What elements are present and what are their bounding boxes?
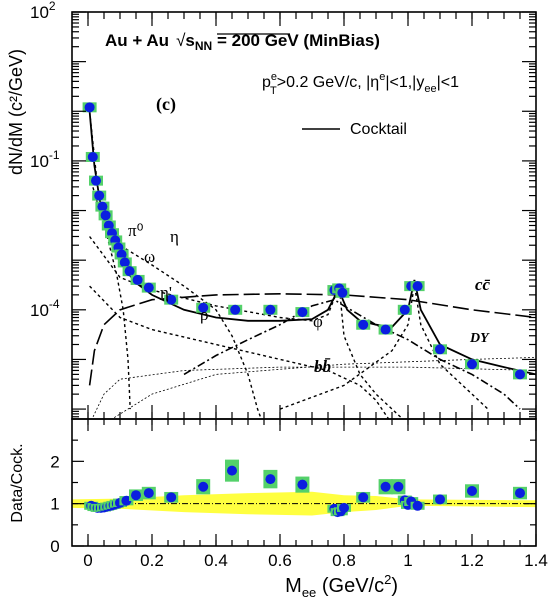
x-axis-label: Mee (GeV/c2) — [285, 572, 398, 600]
x-tick-label: 0 — [83, 551, 92, 570]
component-curve — [279, 285, 489, 410]
top-y-axis-label: dN/dM (c²/GeV) — [6, 49, 26, 175]
data-point — [230, 304, 241, 315]
data-point — [132, 274, 143, 285]
data-point — [124, 266, 135, 277]
data-point — [297, 307, 308, 318]
data-point — [515, 369, 525, 380]
bottom-panel: 0 0.2 0.4 0.6 0.8 1 1.2 1.4 0 1 2 Data/Cock. Mee (… — [9, 418, 548, 600]
data-point — [198, 302, 209, 313]
data-point — [116, 249, 127, 260]
bottom-y-axis-label: Data/Cock. — [9, 443, 26, 522]
ratio-point — [467, 485, 477, 496]
component-curve — [89, 236, 404, 419]
y-tick-label: 10-1 — [30, 148, 60, 171]
ratio-point — [227, 465, 237, 476]
ratio-y-tick-label: 0 — [50, 537, 59, 556]
label-phi: φ — [313, 312, 323, 331]
ratio-point — [393, 481, 404, 492]
data-point — [94, 190, 105, 201]
data-point — [412, 281, 423, 292]
ratio-point — [297, 479, 308, 490]
chart-title: Au + Au √sNN = 200 GeV (MinBias) — [105, 31, 380, 53]
ratio-point — [143, 488, 154, 499]
label-etaprime: η' — [160, 283, 172, 302]
component-curve — [88, 175, 262, 419]
legend-cocktail-label: Cocktail — [350, 121, 407, 138]
ratio-point — [358, 492, 369, 503]
x-tick-label: 1.2 — [460, 551, 484, 570]
label-eta: η — [170, 227, 179, 246]
component-curve — [183, 298, 521, 410]
component-curve — [89, 285, 390, 419]
x-tick-label: 0.8 — [332, 551, 356, 570]
label-bbbar: bb̄ — [314, 357, 331, 376]
ratio-point — [198, 481, 209, 492]
x-tick-label: 1.4 — [524, 551, 548, 570]
ratio-point — [380, 481, 391, 492]
y-tick-label: 10-4 — [30, 297, 60, 320]
y-tick-label: 102 — [30, 0, 56, 22]
label-pi0: π⁰ — [128, 221, 144, 240]
ratio-point — [131, 490, 141, 501]
data-point — [166, 294, 177, 305]
x-tick-label: 0.2 — [140, 551, 164, 570]
label-drell-yan: DY — [469, 331, 490, 346]
data-point — [97, 201, 108, 212]
ratio-point — [339, 502, 349, 513]
x-tick-label: 0.6 — [268, 551, 292, 570]
data-point — [100, 210, 111, 221]
ratio-point — [121, 495, 132, 506]
component-curve — [88, 292, 536, 386]
data-point — [143, 282, 154, 293]
ratio-point — [412, 500, 423, 511]
data-point — [399, 304, 410, 315]
kinematic-cuts: pe T>0.2 GeV/c, |ηe|<1,|yee|<1 — [262, 71, 459, 97]
panel-label: (c) — [156, 94, 176, 115]
data-point — [91, 175, 101, 186]
top-panel: 102 10-1 10-4 Au + Au √sNN = 200 GeV (MinBi… — [6, 0, 537, 420]
x-tick-label: 1 — [403, 551, 412, 570]
data-point — [380, 324, 391, 335]
label-omega: ω — [144, 247, 155, 266]
data-point — [435, 344, 445, 355]
data-point — [467, 359, 477, 370]
data-point — [265, 304, 276, 315]
ratio-point — [166, 492, 177, 503]
label-rho: ρ — [200, 305, 208, 324]
data-point — [119, 257, 130, 268]
ratio-y-tick-label: 1 — [50, 495, 59, 514]
data-point — [358, 319, 369, 330]
data-point — [87, 151, 98, 162]
ratio-point — [515, 488, 525, 499]
ratio-point — [435, 494, 445, 505]
data-point — [103, 220, 114, 231]
label-ccbar: cc̄ — [475, 275, 491, 294]
component-curve — [91, 366, 536, 419]
ratio-y-tick-label: 2 — [50, 452, 59, 471]
data-point — [337, 287, 348, 298]
data-point — [84, 102, 95, 113]
x-tick-label: 0.4 — [204, 551, 228, 570]
ratio-point — [265, 474, 276, 485]
